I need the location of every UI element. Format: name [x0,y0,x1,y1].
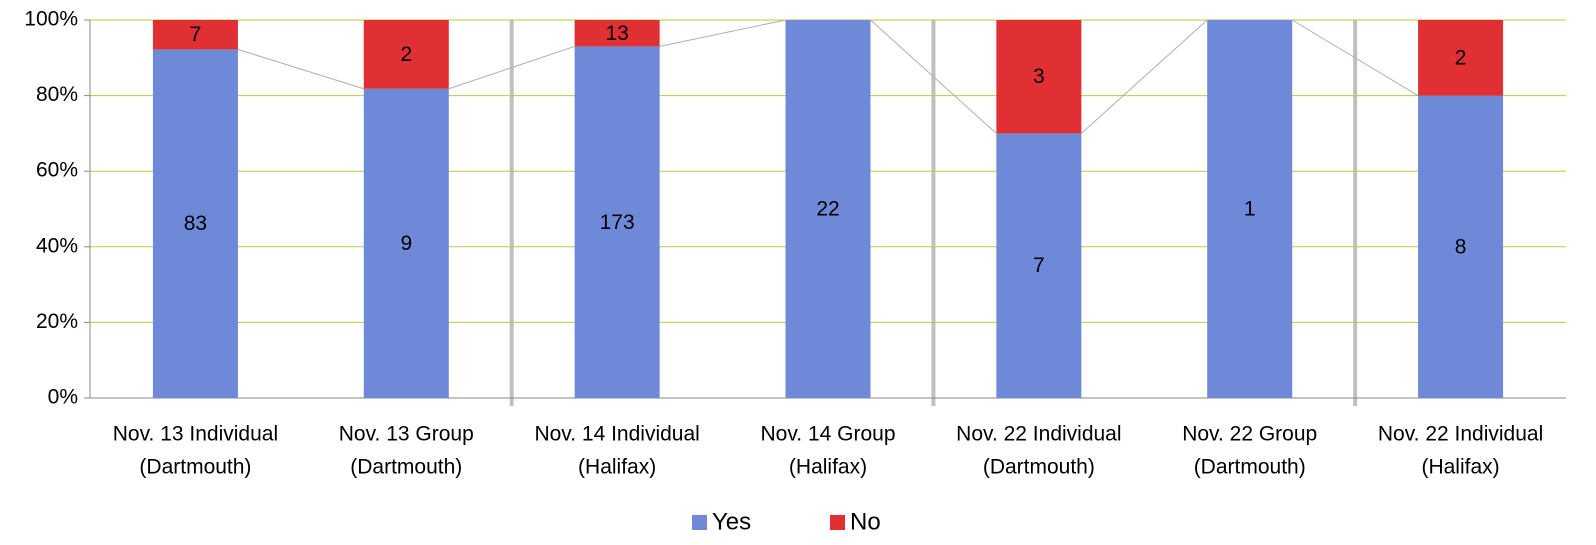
x-tick-label: Nov. 14 Group [760,423,895,446]
y-tick-label: 100% [24,8,78,31]
bar-segment [1207,20,1293,398]
x-tick-label: Nov. 14 Individual [534,423,699,446]
bar-segment [152,20,238,50]
y-tick-label: 0% [48,386,78,409]
bar-segment [574,20,660,47]
x-tick-label: Nov. 22 Individual [956,423,1121,446]
x-tick-label: (Dartmouth) [350,456,462,479]
data-label: 8 [1455,235,1467,258]
data-label: 22 [816,198,839,221]
series-line [1081,19,1208,134]
legend-label: Yes [712,508,751,535]
bar-segment [152,49,238,399]
bar-segment [363,20,449,89]
x-tick-label: Nov. 13 Group [339,423,474,446]
y-tick-label: 80% [36,83,78,106]
y-tick-label: 40% [36,234,78,257]
data-label: 1 [1244,198,1256,221]
data-label: 13 [605,22,628,45]
bar-segment [574,46,660,399]
series-line [1291,19,1419,97]
data-label: 173 [600,211,635,234]
bar-segment [996,133,1082,398]
series-line [870,19,997,134]
data-label: 2 [400,43,412,66]
x-tick-label: (Halifax) [578,456,656,479]
y-tick-label: 20% [36,310,78,333]
bar-segment [996,20,1082,134]
x-tick-label: Nov. 22 Group [1182,423,1317,446]
x-tick-label: (Dartmouth) [983,456,1095,479]
bar-segment [1418,20,1504,96]
data-label: 83 [184,212,207,235]
data-label: 7 [1033,254,1045,277]
data-label: 7 [190,23,202,46]
legend-swatch [830,515,845,530]
bar-segment [1418,95,1504,398]
x-tick-label: Nov. 13 Individual [113,423,278,446]
x-tick-label: (Halifax) [789,456,867,479]
data-label: 2 [1455,46,1467,69]
series-line [448,45,575,90]
data-label: 9 [400,232,412,255]
x-tick-label: (Dartmouth) [1194,456,1306,479]
legend-label: No [850,508,881,535]
bar-segment [363,88,449,399]
bar-segment [785,20,871,398]
x-tick-label: (Dartmouth) [139,456,251,479]
x-tick-label: (Halifax) [1421,456,1499,479]
series-line [237,48,364,90]
data-label: 3 [1033,65,1045,88]
x-tick-label: Nov. 22 Individual [1378,423,1543,446]
y-tick-label: 60% [36,159,78,182]
legend-swatch [692,515,707,530]
series-line [659,19,786,47]
